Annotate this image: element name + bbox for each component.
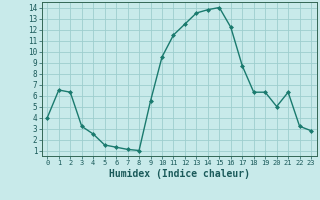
X-axis label: Humidex (Indice chaleur): Humidex (Indice chaleur): [109, 169, 250, 179]
